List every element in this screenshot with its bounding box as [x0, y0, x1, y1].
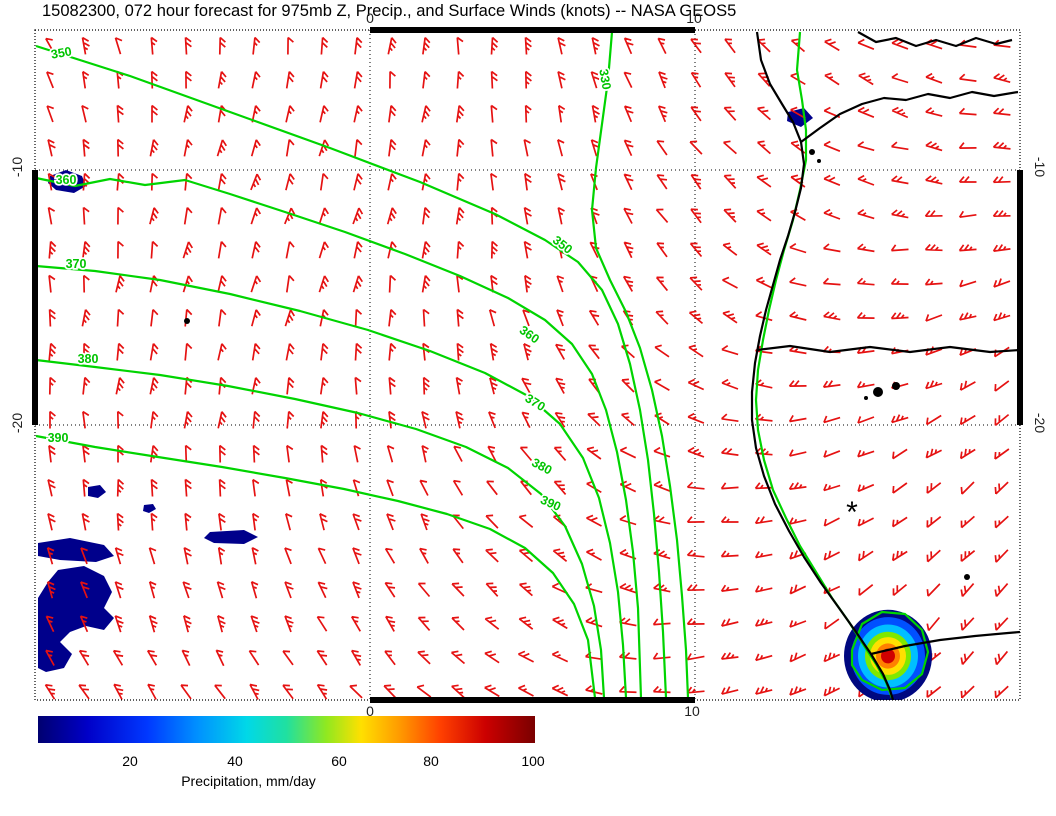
height-contour-350 [754, 31, 894, 699]
contour-label-390: 390 [538, 493, 563, 514]
island [864, 396, 868, 400]
island [184, 318, 190, 324]
precip-patch [88, 485, 106, 498]
axis-label-bottom-10: 10 [684, 703, 700, 719]
contour-label-330: 330 [596, 68, 613, 91]
contour-label-360: 360 [56, 173, 77, 187]
precip-patch [204, 530, 258, 544]
precip-patch [143, 504, 156, 513]
coastline [857, 31, 1013, 48]
island [809, 149, 815, 155]
island [892, 382, 900, 390]
wind-barbs [44, 36, 1011, 700]
colorbar-tick-40: 40 [227, 753, 243, 769]
contour-label-360: 360 [517, 323, 542, 346]
island [964, 574, 970, 580]
contour-label-380: 380 [529, 455, 554, 477]
precip-patch [48, 170, 86, 193]
coastline [750, 31, 895, 700]
colorbar-tick-60: 60 [331, 753, 347, 769]
precip-patch [38, 566, 114, 664]
height-contour-360 [35, 176, 643, 699]
axis-tick-labels: 0 10 0 10 -10 -20 -10 -20 [9, 10, 1048, 719]
coastline [870, 630, 1020, 656]
contour-label-350: 350 [50, 44, 73, 61]
axis-label-left--10: -10 [9, 157, 25, 177]
axis-label-left--20: -20 [9, 413, 25, 433]
map-frame [34, 29, 1021, 701]
axis-label-top-0: 0 [366, 10, 374, 26]
contour-label-390: 390 [48, 431, 69, 445]
island [873, 387, 883, 397]
axis-label-top-10: 10 [686, 10, 702, 26]
contour-label-350: 350 [550, 233, 575, 257]
colorbar-tick-80: 80 [423, 753, 439, 769]
height-contour-370 [35, 264, 628, 699]
contour-label-370: 370 [66, 257, 87, 271]
height-contour-340 [850, 610, 930, 692]
colorbar-tick-100: 100 [521, 753, 545, 769]
precip-heavy-cell-ring [881, 648, 895, 664]
height-contour-330 [590, 31, 690, 699]
height-contour-390 [35, 434, 597, 699]
height-contour-380 [35, 358, 606, 699]
colorbar-caption: Precipitation, mm/day [181, 773, 316, 789]
axis-label-bottom-0: 0 [366, 703, 374, 719]
precip-patch [38, 538, 114, 562]
island [817, 159, 821, 163]
axis-label-right--10: -10 [1032, 157, 1048, 177]
colorbar-group: 20 40 60 80 100 Precipitation, mm/day [38, 716, 545, 789]
colorbar-tick-labels: 20 40 60 80 100 [122, 753, 545, 769]
height-contour-350 [35, 44, 668, 699]
axes-frame [32, 27, 1023, 703]
colorbar-tick-20: 20 [122, 753, 138, 769]
precip-patch [38, 636, 72, 672]
contour-label-380: 380 [78, 352, 99, 366]
station-marker: * [846, 496, 858, 529]
coastline [756, 344, 1020, 354]
axis-label-right--20: -20 [1032, 413, 1048, 433]
precip-colorbar [38, 716, 535, 743]
coastline [800, 90, 1019, 143]
plot-title: 15082300, 072 hour forecast for 975mb Z,… [42, 2, 736, 20]
